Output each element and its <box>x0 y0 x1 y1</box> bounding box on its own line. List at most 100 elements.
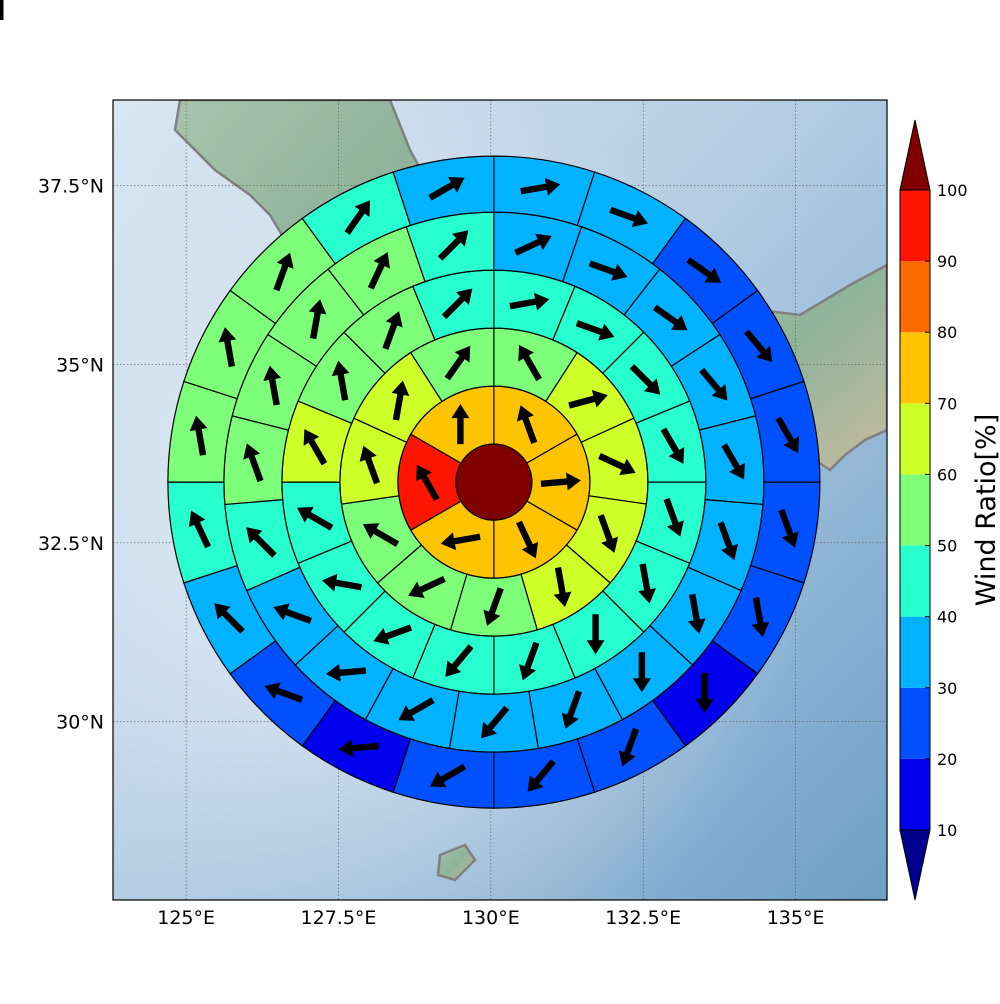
wind-arrow <box>575 320 615 341</box>
wind-arrow <box>303 429 328 466</box>
arrow-shape <box>408 575 446 598</box>
arrow-shape <box>308 299 327 340</box>
arrow-shape <box>514 233 552 256</box>
land-amami <box>436 843 477 882</box>
arrow-shape <box>303 429 328 466</box>
arrow-shape <box>344 200 371 235</box>
wind-arrow <box>520 177 561 196</box>
map-frame <box>112 99 888 901</box>
colorbar-bin <box>900 190 930 262</box>
arrow-shape <box>331 360 350 401</box>
wind-arrow <box>588 260 628 281</box>
arrow-shape <box>243 443 264 483</box>
wind-arrow <box>297 507 334 531</box>
arrow-shape <box>598 453 636 476</box>
arrow-shape <box>575 320 615 341</box>
wind-arrow <box>440 532 481 551</box>
wind-arrow <box>362 523 400 547</box>
wind-arrow <box>359 445 381 485</box>
wind-arrow <box>744 329 773 363</box>
arrow-shape <box>362 523 400 547</box>
arrow-shape <box>663 497 684 537</box>
colorbar-bin <box>900 474 930 546</box>
colorbar-tick-label: 40 <box>937 608 957 627</box>
y-tick-label: 32.5°N <box>38 533 104 555</box>
wind-arrow <box>540 472 581 491</box>
wind-arrow <box>483 587 504 626</box>
colorbar-tick-label: 80 <box>937 323 957 342</box>
arrow-shape <box>297 507 334 531</box>
arrow-shape <box>632 652 651 693</box>
wind-arrow <box>382 311 403 350</box>
arrow-shape <box>0 0 4 20</box>
arrow-shape <box>325 663 367 682</box>
wind-arrow <box>553 567 572 607</box>
wind-arrow <box>263 365 282 406</box>
arrow-shape <box>214 603 245 634</box>
arrow-shape <box>717 521 739 561</box>
arrow-shape <box>586 614 605 655</box>
arrow-shape <box>189 415 208 456</box>
wind-arrow <box>561 690 583 729</box>
wind-arrow <box>188 510 211 549</box>
arrow-shape <box>382 311 403 350</box>
wind-arrow <box>629 364 661 395</box>
wind-arrow <box>609 206 648 228</box>
arrow-shape <box>588 260 628 281</box>
wind-arrow <box>322 573 362 592</box>
arrow-shape <box>322 573 362 592</box>
arrow-shape <box>509 292 550 311</box>
wind-arrow <box>338 739 379 758</box>
arrow-shape <box>451 404 470 445</box>
wind-arrow <box>778 508 799 548</box>
wind-arrow <box>751 597 770 638</box>
colorbar-bin <box>900 616 930 688</box>
wind-arrow <box>429 763 467 788</box>
arrow-shape <box>429 763 467 788</box>
arrow-shape <box>775 416 799 453</box>
colorbar-bin <box>900 261 930 333</box>
colorbar-label: Wind Ratio[%] <box>971 414 1000 606</box>
arrow-shape <box>629 364 661 395</box>
wind-arrow <box>597 514 619 553</box>
wind-arrow <box>246 527 277 558</box>
wind-arrow <box>344 200 371 235</box>
arrow-shape <box>516 520 539 559</box>
arrow-shape <box>744 329 773 363</box>
x-tick-label: 125°E <box>157 907 215 929</box>
arrow-shape <box>391 380 410 421</box>
colorbar-tick-label: 90 <box>937 252 957 271</box>
arrow-shape <box>686 257 721 283</box>
y-tick-label: 37.5°N <box>38 176 104 198</box>
wind-arrow <box>638 563 657 604</box>
arrow-shape <box>338 739 379 758</box>
arrow-shape <box>516 405 538 444</box>
arrow-shape <box>609 206 648 228</box>
arrow-shape <box>264 682 304 703</box>
wind-arrow <box>408 575 446 598</box>
arrow-shape <box>263 365 282 406</box>
wind-arrow <box>437 230 469 261</box>
wind-arrow <box>325 663 367 682</box>
arrow-shape <box>398 697 435 721</box>
colorbar-tick-label: 10 <box>937 821 957 840</box>
wind-arrow <box>686 257 721 283</box>
arrow-shape <box>553 567 572 607</box>
arrow-shape <box>416 464 440 502</box>
wind-arrow <box>514 233 552 256</box>
wind-arrow <box>391 380 410 421</box>
arrow-shape <box>273 603 312 624</box>
wind-arrow <box>189 415 208 456</box>
wind-arrow <box>699 367 728 401</box>
polar-sector-grid <box>167 155 821 809</box>
wind-arrow <box>598 453 636 476</box>
wind-arrow <box>687 593 706 634</box>
x-tick-label: 127.5°E <box>301 907 377 929</box>
colorbar-tick-label: 70 <box>937 394 957 413</box>
wind-arrow <box>218 327 237 368</box>
colorbar-bin <box>900 332 930 404</box>
colorbar-bin <box>900 687 930 759</box>
arrow-shape <box>721 443 745 480</box>
wind-arrow <box>445 644 474 677</box>
arrow-shape <box>597 514 619 553</box>
